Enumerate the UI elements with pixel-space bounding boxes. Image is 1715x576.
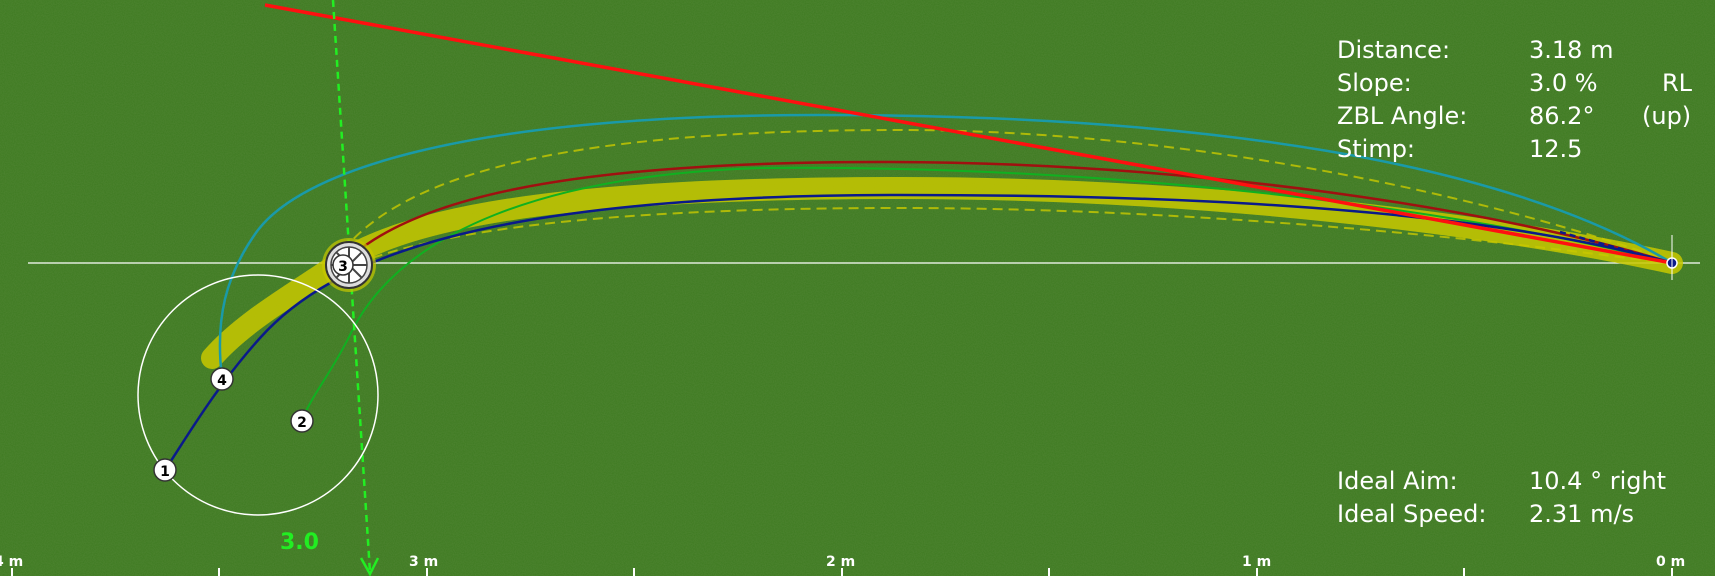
ideal-band-lower-dash [371, 206, 1673, 265]
slope-label: Slope: [1337, 69, 1412, 97]
axis-label-2m: 2 m [826, 554, 855, 570]
ideal-aim-label: Ideal Aim: [1337, 467, 1458, 495]
ideal-aim-row: Ideal Aim: 10.4 ° right [1337, 465, 1697, 498]
ideal-band-upper-dash [344, 128, 1673, 263]
slope-direction: RL [1662, 69, 1693, 97]
marker-1-label: 1 [160, 464, 170, 480]
ideal-speed-label: Ideal Speed: [1337, 500, 1487, 528]
ideal-panel: Ideal Aim: 10.4 ° right Ideal Speed: 2.3… [1337, 465, 1697, 531]
marker-2: 2 [290, 409, 314, 433]
distance-row: Distance: 3.18 m [1337, 34, 1697, 67]
zbl-angle-direction: (up) [1642, 102, 1692, 130]
axis-label-0m: 0 m [1656, 554, 1685, 570]
zbl-angle-value: 86.2° [1529, 102, 1595, 130]
marker-1: 1 [153, 458, 177, 482]
ideal-speed-value: 2.31 m/s [1529, 500, 1635, 528]
stimp-value: 12.5 [1529, 135, 1583, 163]
axis-label-4m: 4 m [0, 554, 23, 570]
distance-axis [11, 568, 1673, 576]
zbl-angle-label: ZBL Angle: [1337, 102, 1468, 130]
marker-3: 3 [332, 254, 354, 276]
marker-4-label: 4 [217, 373, 227, 389]
slope-value: 3.0 % [1529, 69, 1598, 97]
stimp-row: Stimp: 12.5 [1337, 133, 1697, 166]
axis-label-3m: 3 m [409, 554, 438, 570]
aim-line [264, 3, 1673, 265]
distance-label: Distance: [1337, 36, 1451, 64]
stimp-label: Stimp: [1337, 135, 1416, 163]
slope-row: Slope: 3.0 % RL [1337, 67, 1697, 100]
ideal-aim-value: 10.4 ° right [1529, 467, 1667, 495]
fall-line-arrowhead [359, 557, 380, 576]
stats-panel: Distance: 3.18 m Slope: 3.0 % RL ZBL Ang… [1337, 34, 1697, 166]
marker-3-label: 3 [338, 259, 348, 275]
teal-putt-path [218, 113, 1673, 379]
distance-value: 3.18 m [1529, 36, 1614, 64]
fall-line-label: 3.0 [280, 530, 319, 555]
ideal-path-band [201, 176, 1683, 369]
marker-2-label: 2 [297, 415, 307, 431]
zbl-angle-row: ZBL Angle: 86.2° (up) [1337, 100, 1697, 133]
marker-4: 4 [210, 367, 234, 391]
axis-label-1m: 1 m [1242, 554, 1271, 570]
blue-putt-path [163, 193, 1673, 471]
dark-red-putt-path [344, 160, 1673, 265]
proximity-circle [137, 274, 379, 516]
ideal-speed-row: Ideal Speed: 2.31 m/s [1337, 498, 1697, 531]
